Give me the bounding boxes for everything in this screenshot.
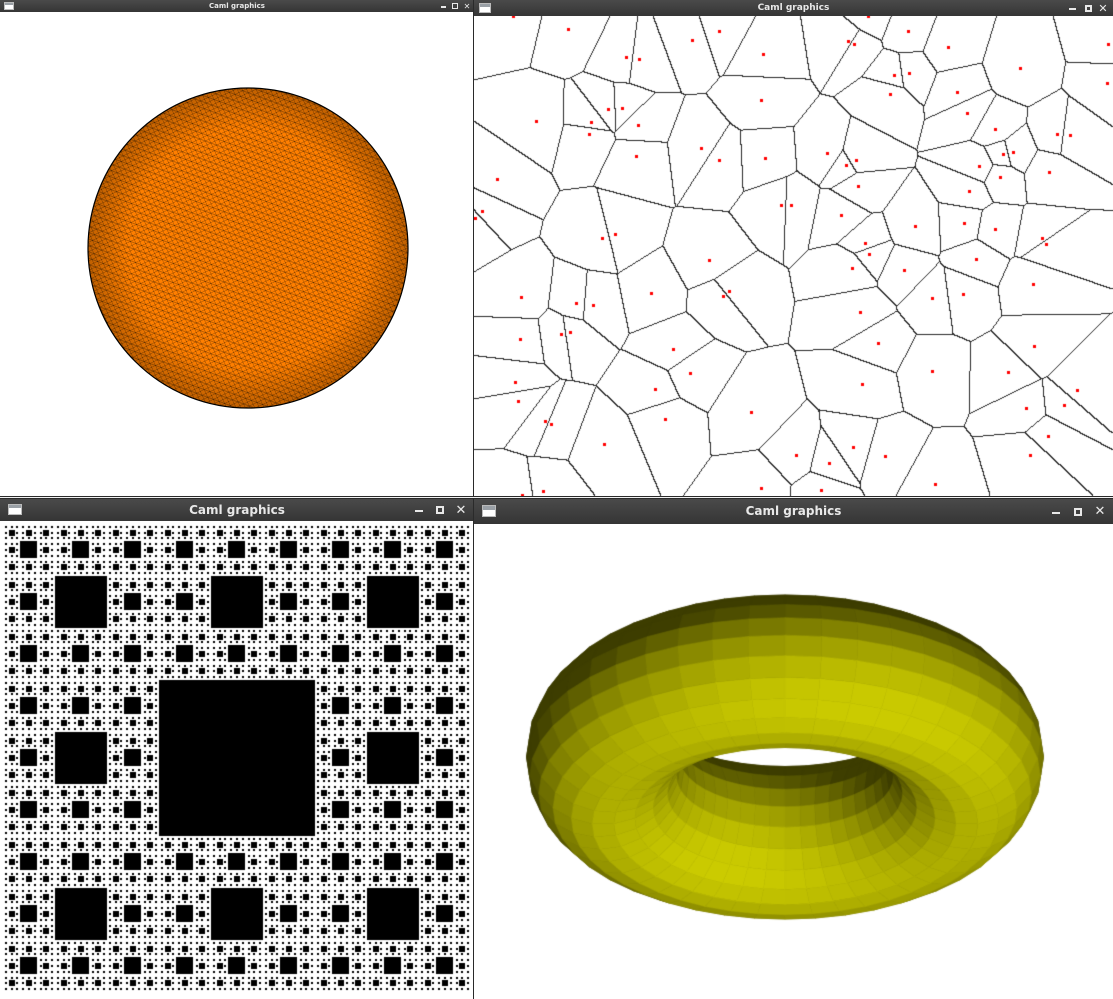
window-title: Caml graphics (209, 2, 265, 10)
sphere-outline (87, 87, 409, 409)
title-bar[interactable]: Caml graphics ✕ (0, 0, 474, 12)
minimize-icon[interactable] (438, 0, 448, 12)
close-icon[interactable]: ✕ (1094, 504, 1106, 519)
title-bar[interactable]: Caml graphics ✕ (0, 499, 474, 521)
close-icon[interactable]: ✕ (455, 502, 467, 518)
graphics-canvas[interactable] (0, 12, 474, 496)
torus-mesh (474, 524, 1113, 999)
window-menu-icon[interactable] (4, 2, 14, 10)
sphere-mesh (87, 87, 409, 409)
maximize-icon[interactable] (1069, 499, 1087, 524)
window-menu-icon[interactable] (482, 505, 496, 517)
minimize-icon[interactable] (1065, 0, 1079, 16)
window-sphere[interactable]: Caml graphics ✕ (0, 0, 474, 496)
window-sierpinski[interactable]: Caml graphics ✕ (0, 499, 474, 999)
close-icon[interactable]: ✕ (463, 1, 471, 11)
title-bar[interactable]: Caml graphics ✕ (474, 499, 1113, 524)
sphere-shading (88, 88, 408, 408)
close-icon[interactable]: ✕ (1098, 1, 1108, 15)
window-menu-icon[interactable] (479, 3, 491, 13)
window-menu-icon[interactable] (8, 504, 22, 515)
maximize-icon[interactable] (450, 0, 460, 12)
minimize-icon[interactable] (410, 499, 428, 521)
voronoi-diagram (474, 16, 1113, 496)
window-title: Caml graphics (745, 504, 842, 518)
window-voronoi[interactable]: Caml graphics ✕ (474, 0, 1113, 496)
graphics-canvas[interactable] (0, 521, 474, 999)
maximize-icon[interactable] (1081, 0, 1095, 16)
minimize-icon[interactable] (1047, 499, 1065, 524)
sierpinski-carpet (0, 521, 474, 999)
title-bar[interactable]: Caml graphics ✕ (474, 0, 1113, 16)
maximize-icon[interactable] (431, 499, 449, 521)
window-title: Caml graphics (757, 3, 830, 13)
window-title: Caml graphics (189, 503, 285, 517)
graphics-canvas[interactable] (474, 524, 1113, 999)
graphics-canvas[interactable] (474, 16, 1113, 496)
window-torus[interactable]: Caml graphics ✕ (474, 499, 1113, 999)
